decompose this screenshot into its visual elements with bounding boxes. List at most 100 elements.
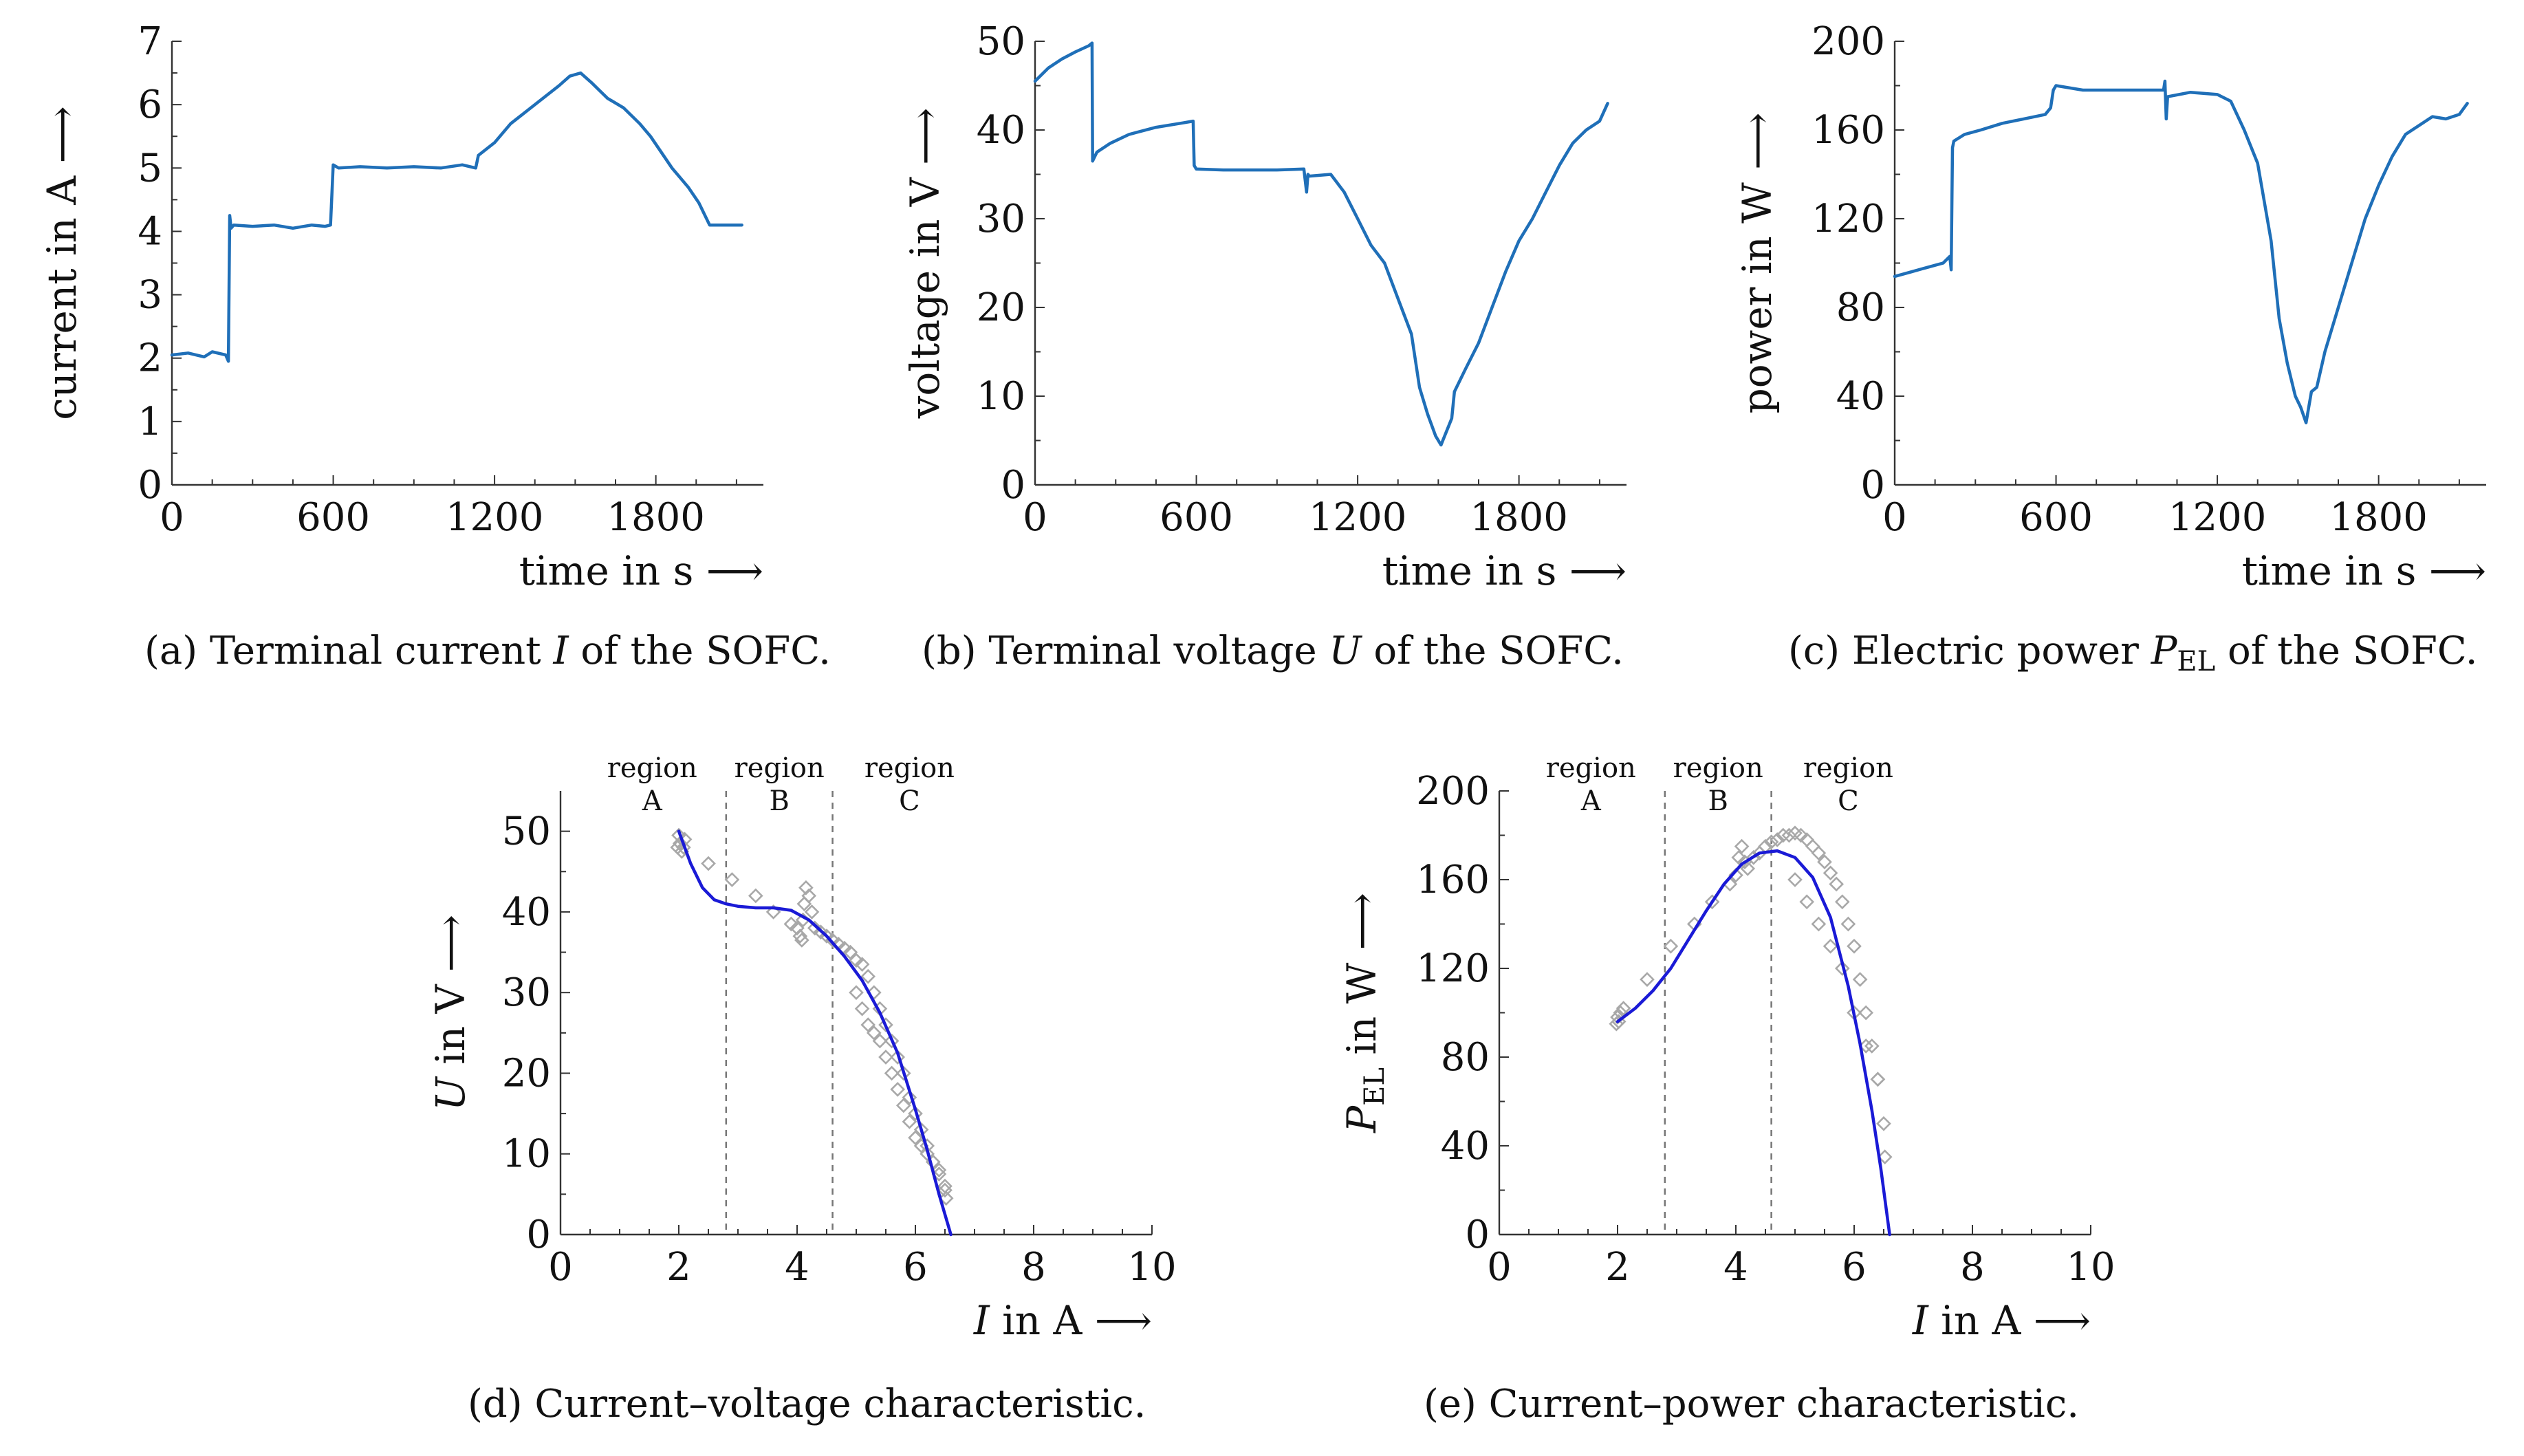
data-point	[890, 1082, 906, 1097]
data-point	[1805, 838, 1820, 854]
chart-panel-a: 0 1 2 3 4 5 6 7 0 600 1200 1800 time in s ⟶ current i…	[39, 19, 831, 673]
series-line-voltage	[1033, 41, 1609, 447]
y-tick-label: 200	[1416, 769, 1490, 814]
x-tick-label: 1800	[1470, 495, 1568, 540]
data-point	[1811, 845, 1827, 861]
x-axis-title: time in s ⟶	[1382, 547, 1627, 594]
data-point	[878, 1017, 893, 1032]
y-tick-label: 4	[138, 209, 162, 254]
data-point	[1823, 865, 1838, 881]
region-letter: B	[769, 785, 789, 817]
series-line-fit	[1615, 849, 1891, 1237]
x-axis-title: time in s ⟶	[2242, 547, 2486, 594]
data-point	[1799, 894, 1815, 910]
y-tick-label: 50	[977, 19, 1025, 64]
data-point	[842, 944, 858, 960]
data-point	[895, 1098, 911, 1113]
data-point	[1870, 1072, 1886, 1087]
data-point	[1811, 916, 1827, 932]
data-point	[794, 933, 809, 948]
x-tick-label: 1200	[2168, 495, 2267, 540]
data-point	[1787, 872, 1803, 887]
y-axis-title: PEL in W ⟶	[1338, 893, 1391, 1133]
x-tick-label: 10	[1127, 1245, 1176, 1290]
data-point	[1731, 849, 1747, 865]
data-point	[798, 880, 814, 895]
chart-caption: (b) Terminal voltage U of the SOFC.	[922, 629, 1624, 673]
x-tick-label: 1800	[607, 495, 705, 540]
x-tick-label: 6	[1842, 1245, 1867, 1290]
data-point	[1817, 854, 1832, 870]
data-point	[849, 985, 864, 1001]
data-point	[1834, 961, 1850, 976]
data-point	[1640, 972, 1655, 987]
data-point	[790, 920, 805, 936]
data-point	[1852, 972, 1868, 987]
x-tick-label: 1800	[2329, 495, 2428, 540]
y-tick-label: 50	[502, 810, 551, 854]
y-tick-label: 10	[977, 374, 1025, 419]
data-point	[676, 840, 691, 855]
y-tick-label: 0	[1465, 1213, 1490, 1257]
region-label: region	[864, 752, 955, 784]
data-point	[902, 1089, 917, 1105]
x-tick-label: 600	[2019, 495, 2093, 540]
y-tick-label: 0	[1860, 463, 1885, 508]
data-point	[1740, 861, 1756, 876]
data-point	[1858, 1005, 1874, 1021]
data-point	[890, 1050, 906, 1065]
region-label: region	[607, 752, 697, 784]
data-point	[860, 968, 876, 984]
region-letter: A	[642, 785, 663, 817]
data-point	[931, 1162, 947, 1178]
y-tick-label: 20	[502, 1051, 551, 1096]
x-tick-label: 600	[1160, 495, 1233, 540]
data-point	[1877, 1149, 1893, 1164]
data-point	[908, 1130, 923, 1146]
y-tick-label: 120	[1812, 197, 1885, 241]
y-tick-label: 20	[977, 285, 1025, 330]
y-tick-label: 40	[1836, 374, 1885, 419]
data-point	[813, 924, 829, 940]
data-point	[938, 1191, 954, 1206]
y-tick-label: 120	[1416, 946, 1490, 991]
x-tick-label: 0	[1023, 495, 1047, 540]
series-line-power	[1893, 79, 2469, 424]
data-point	[849, 953, 864, 968]
y-tick-label: 1	[138, 400, 162, 444]
x-tick-label: 0	[1882, 495, 1907, 540]
y-tick-label: 160	[1812, 108, 1885, 153]
data-point	[866, 1025, 882, 1041]
data-point	[801, 888, 817, 904]
data-point	[1763, 834, 1779, 850]
y-tick-label: 0	[526, 1213, 551, 1257]
x-tick-label: 2	[666, 1245, 691, 1290]
x-tick-label: 4	[785, 1245, 809, 1290]
data-point	[1829, 876, 1845, 892]
data-point	[1840, 916, 1856, 932]
y-tick-label: 2	[138, 336, 162, 381]
data-point	[748, 888, 763, 904]
region-label: region	[1546, 752, 1636, 784]
data-point	[1864, 1039, 1880, 1054]
y-tick-label: 5	[138, 146, 162, 191]
data-point	[1704, 894, 1720, 910]
data-point	[807, 920, 823, 936]
data-point	[1834, 894, 1850, 910]
data-point	[783, 916, 799, 932]
data-point	[884, 1065, 900, 1081]
region-letter: B	[1708, 785, 1728, 817]
chart-caption: (a) Terminal current I of the SOFC.	[144, 629, 831, 673]
data-point	[1615, 1001, 1631, 1016]
y-tick-label: 200	[1812, 19, 1885, 64]
data-point	[937, 1178, 953, 1194]
chart-caption: (e) Current–power characteristic.	[1424, 1382, 2079, 1426]
x-tick-label: 0	[160, 495, 184, 540]
data-point	[724, 872, 740, 887]
x-tick-label: 4	[1723, 1245, 1748, 1290]
data-point	[1770, 832, 1785, 847]
y-tick-label: 3	[138, 273, 162, 318]
data-point	[1775, 827, 1791, 843]
data-point	[1734, 838, 1750, 854]
